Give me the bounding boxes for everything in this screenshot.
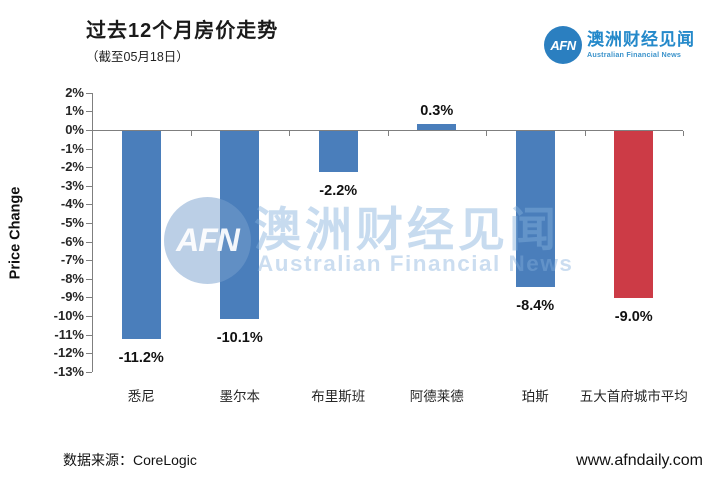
- x-axis-line: [92, 130, 683, 131]
- y-axis-tick: [86, 204, 92, 206]
- data-source-note: 数据来源：CoreLogic: [63, 452, 197, 468]
- y-axis-tick-label: -10%: [53, 308, 84, 323]
- x-axis-label: 布里斯班: [311, 389, 366, 404]
- y-axis-tick: [86, 241, 92, 243]
- bar: [515, 131, 555, 288]
- y-axis-tick-label: -11%: [54, 326, 84, 342]
- y-axis-tick-label: 2%: [65, 84, 84, 100]
- x-axis-label: 悉尼: [127, 389, 155, 404]
- bar-value-label: -9.0%: [614, 309, 653, 326]
- y-axis-tick: [86, 167, 92, 169]
- y-axis-tick: [86, 223, 92, 224]
- afn-logo-icon: AFN: [544, 26, 582, 64]
- y-axis-tick-label: -8%: [60, 270, 84, 286]
- y-axis-tick-label: -12%: [53, 345, 84, 361]
- x-axis-label: 墨尔本: [219, 389, 261, 404]
- bar: [318, 131, 358, 172]
- y-axis-tick-label: -3%: [60, 177, 84, 193]
- x-axis-tick: [387, 131, 389, 136]
- y-axis-tick-label: 1%: [65, 103, 84, 119]
- y-axis-tick: [86, 260, 92, 262]
- website-url: www.afndaily.com: [576, 452, 703, 469]
- page-title: 过去12个月房价走势: [86, 20, 279, 42]
- x-axis-label: 五大首府城市平均: [579, 389, 688, 404]
- bar: [614, 131, 654, 299]
- x-axis-tick: [486, 131, 487, 136]
- y-axis-tick: [86, 297, 92, 299]
- bar: [417, 124, 457, 130]
- y-axis-tick: [86, 371, 92, 373]
- y-axis-tick: [86, 316, 92, 317]
- afn-logo: AFN 澳洲财经见闻 Australian Financial News: [544, 26, 695, 64]
- afn-logo-acronym: AFN: [550, 37, 576, 53]
- x-axis-tick: [289, 131, 290, 136]
- y-axis-tick: [86, 111, 92, 113]
- y-axis-tick-label: 0%: [65, 122, 84, 137]
- y-axis-tick: [86, 185, 92, 187]
- watermark-name-cn: 澳洲财经见闻: [254, 203, 560, 256]
- afn-logo-name-cn: 澳洲财经见闻: [587, 29, 695, 49]
- afn-logo-text: 澳洲财经见闻 Australian Financial News: [587, 29, 695, 60]
- x-axis-label: 珀斯: [521, 389, 549, 404]
- bar-value-label: -8.4%: [516, 298, 555, 315]
- bar: [220, 131, 260, 319]
- y-axis-tick-label: -7%: [60, 252, 84, 268]
- page-subtitle: （截至05月18日）: [86, 50, 189, 64]
- x-axis-tick: [584, 131, 586, 136]
- bar-value-label: -11.2%: [118, 350, 164, 367]
- bar-value-label: 0.3%: [420, 103, 454, 120]
- y-axis-tick-label: -5%: [60, 215, 84, 230]
- y-axis-tick-label: -6%: [60, 233, 84, 249]
- y-axis-tick-label: -9%: [60, 289, 84, 305]
- x-axis-tick: [190, 131, 192, 136]
- y-axis-tick-label: -1%: [60, 140, 84, 156]
- x-axis-tick: [683, 131, 684, 136]
- y-axis-tick: [86, 278, 92, 280]
- bar: [121, 131, 161, 340]
- y-axis-tick: [86, 353, 92, 355]
- y-axis-tick-label: -2%: [60, 159, 84, 175]
- y-axis-tick: [86, 92, 92, 94]
- y-axis-tick: [86, 148, 92, 150]
- y-axis-tick: [86, 334, 92, 336]
- y-axis-tick-label: -13%: [53, 363, 84, 379]
- afn-logo-name-en: Australian Financial News: [587, 50, 682, 60]
- x-axis-label: 阿德莱德: [409, 389, 464, 404]
- y-axis-tick-label: -4%: [60, 196, 84, 212]
- y-axis-tick: [86, 130, 92, 131]
- bar-value-label: -2.2%: [319, 182, 358, 199]
- bar-value-label: -10.1%: [216, 329, 263, 346]
- y-axis-line: [92, 92, 93, 372]
